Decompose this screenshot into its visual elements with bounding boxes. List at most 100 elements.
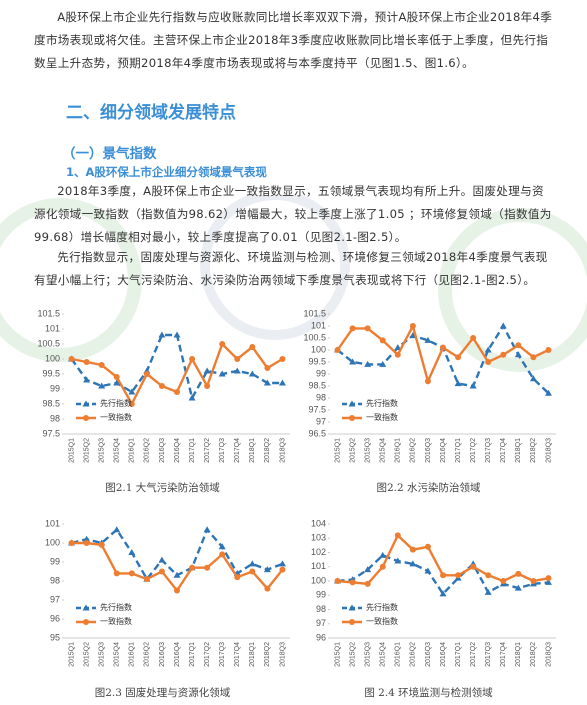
- data-point: [173, 571, 181, 578]
- legend-marker: [348, 400, 356, 407]
- data-point: [83, 535, 91, 542]
- legend-marker: [349, 415, 355, 421]
- data-point: [529, 375, 537, 382]
- y-tick-label: 97: [316, 618, 326, 628]
- y-tick-label: 96: [50, 613, 60, 623]
- y-tick-label: 99: [50, 383, 60, 393]
- x-tick-label: 2018Q1: [515, 438, 522, 463]
- x-tick-label: 2015Q4: [114, 642, 121, 667]
- y-tick-label: 101: [45, 323, 60, 333]
- data-point: [203, 367, 211, 374]
- data-point: [143, 576, 150, 583]
- data-point: [263, 566, 271, 573]
- data-point: [83, 376, 91, 383]
- x-tick-label: 2017Q3: [485, 642, 492, 667]
- data-point: [409, 323, 416, 329]
- y-tick-label: 100: [45, 537, 60, 547]
- x-tick-label: 2018Q1: [515, 642, 522, 667]
- x-tick-label: 2015Q4: [380, 642, 387, 667]
- data-point: [499, 322, 507, 329]
- x-tick-label: 2017Q1: [455, 438, 462, 463]
- y-tick-label: 101.5: [303, 308, 326, 318]
- data-point: [469, 382, 477, 389]
- data-point: [514, 584, 522, 591]
- x-tick-label: 2015Q3: [365, 438, 372, 463]
- data-point: [334, 578, 341, 584]
- x-tick-label: 2016Q2: [144, 438, 151, 463]
- data-point: [68, 356, 75, 362]
- data-point: [409, 560, 417, 567]
- data-point: [98, 362, 105, 368]
- data-point: [233, 367, 241, 374]
- y-tick-label: 98: [316, 392, 326, 402]
- watermark: [0, 195, 587, 372]
- legend-label: 一致指数: [366, 616, 398, 626]
- x-tick-label: 2015Q4: [114, 438, 121, 463]
- y-tick-label: 103: [311, 533, 326, 543]
- legend-marker: [83, 415, 89, 421]
- x-tick-label: 2016Q2: [410, 438, 417, 463]
- data-point: [218, 543, 226, 550]
- x-tick-label: 2018Q3: [545, 642, 552, 667]
- data-point: [514, 351, 522, 358]
- y-tick-label: 101.5: [37, 308, 60, 318]
- data-point: [128, 549, 136, 555]
- legend-label: 先行指数: [100, 398, 132, 408]
- data-point: [263, 379, 271, 386]
- data-point: [545, 575, 552, 582]
- data-point: [544, 578, 552, 585]
- data-point: [68, 540, 75, 546]
- data-point: [424, 567, 432, 574]
- x-tick-label: 2018Q3: [545, 438, 552, 463]
- data-point: [515, 570, 522, 577]
- data-point: [98, 382, 106, 389]
- data-point: [264, 365, 271, 371]
- x-tick-label: 2018Q2: [264, 642, 271, 667]
- data-point: [394, 351, 401, 358]
- x-tick-label: 2018Q3: [279, 642, 286, 667]
- x-tick-label: 2017Q4: [234, 642, 241, 667]
- series-line: [71, 541, 284, 593]
- data-point: [484, 346, 492, 353]
- data-point: [204, 383, 211, 389]
- x-tick-label: 2015Q2: [349, 642, 356, 667]
- data-point: [83, 359, 90, 365]
- y-tick-label: 98.5: [42, 398, 60, 408]
- data-point: [128, 570, 135, 577]
- data-point: [174, 389, 180, 395]
- y-tick-label: 104: [311, 518, 326, 528]
- caption: 图 2.4 环境监测与检测领域: [364, 687, 493, 699]
- data-point: [544, 389, 552, 396]
- paragraph: A股环保上市企业先行指数与应收账款同比增长率双双下滑，预计A股环保上市企业201…: [34, 10, 553, 70]
- data-point: [379, 360, 387, 367]
- x-tick-label: 2016Q2: [144, 642, 151, 667]
- data-point: [279, 356, 286, 362]
- data-point: [189, 356, 196, 362]
- paragraph: 先行指数显示，固废处理与资源化、环境监测与检测、环境修复三领域2018年4季度景…: [34, 250, 548, 287]
- data-point: [248, 370, 256, 377]
- x-tick-label: 2017Q1: [189, 642, 196, 667]
- section-heading: 二、细分领域发展特点: [66, 103, 236, 123]
- data-point: [113, 570, 120, 577]
- x-tick-label: 2016Q3: [425, 642, 432, 667]
- data-point: [394, 532, 401, 539]
- legend-marker: [83, 619, 89, 625]
- data-point: [98, 541, 105, 548]
- data-point: [470, 335, 477, 341]
- y-tick-label: 97.5: [308, 404, 326, 414]
- x-tick-label: 2016Q1: [395, 642, 402, 667]
- x-tick-label: 2016Q2: [410, 642, 417, 667]
- data-point: [440, 344, 446, 351]
- y-tick-label: 100: [311, 344, 326, 354]
- x-tick-label: 2016Q4: [440, 438, 447, 463]
- data-point: [279, 566, 286, 573]
- data-point: [379, 551, 387, 558]
- legend-label: 一致指数: [100, 616, 132, 626]
- x-tick-label: 2017Q2: [204, 642, 211, 667]
- x-tick-label: 2015Q1: [334, 642, 341, 667]
- data-point: [485, 359, 492, 365]
- data-point: [143, 371, 150, 377]
- x-tick-label: 2018Q2: [530, 438, 537, 463]
- data-point: [455, 354, 462, 361]
